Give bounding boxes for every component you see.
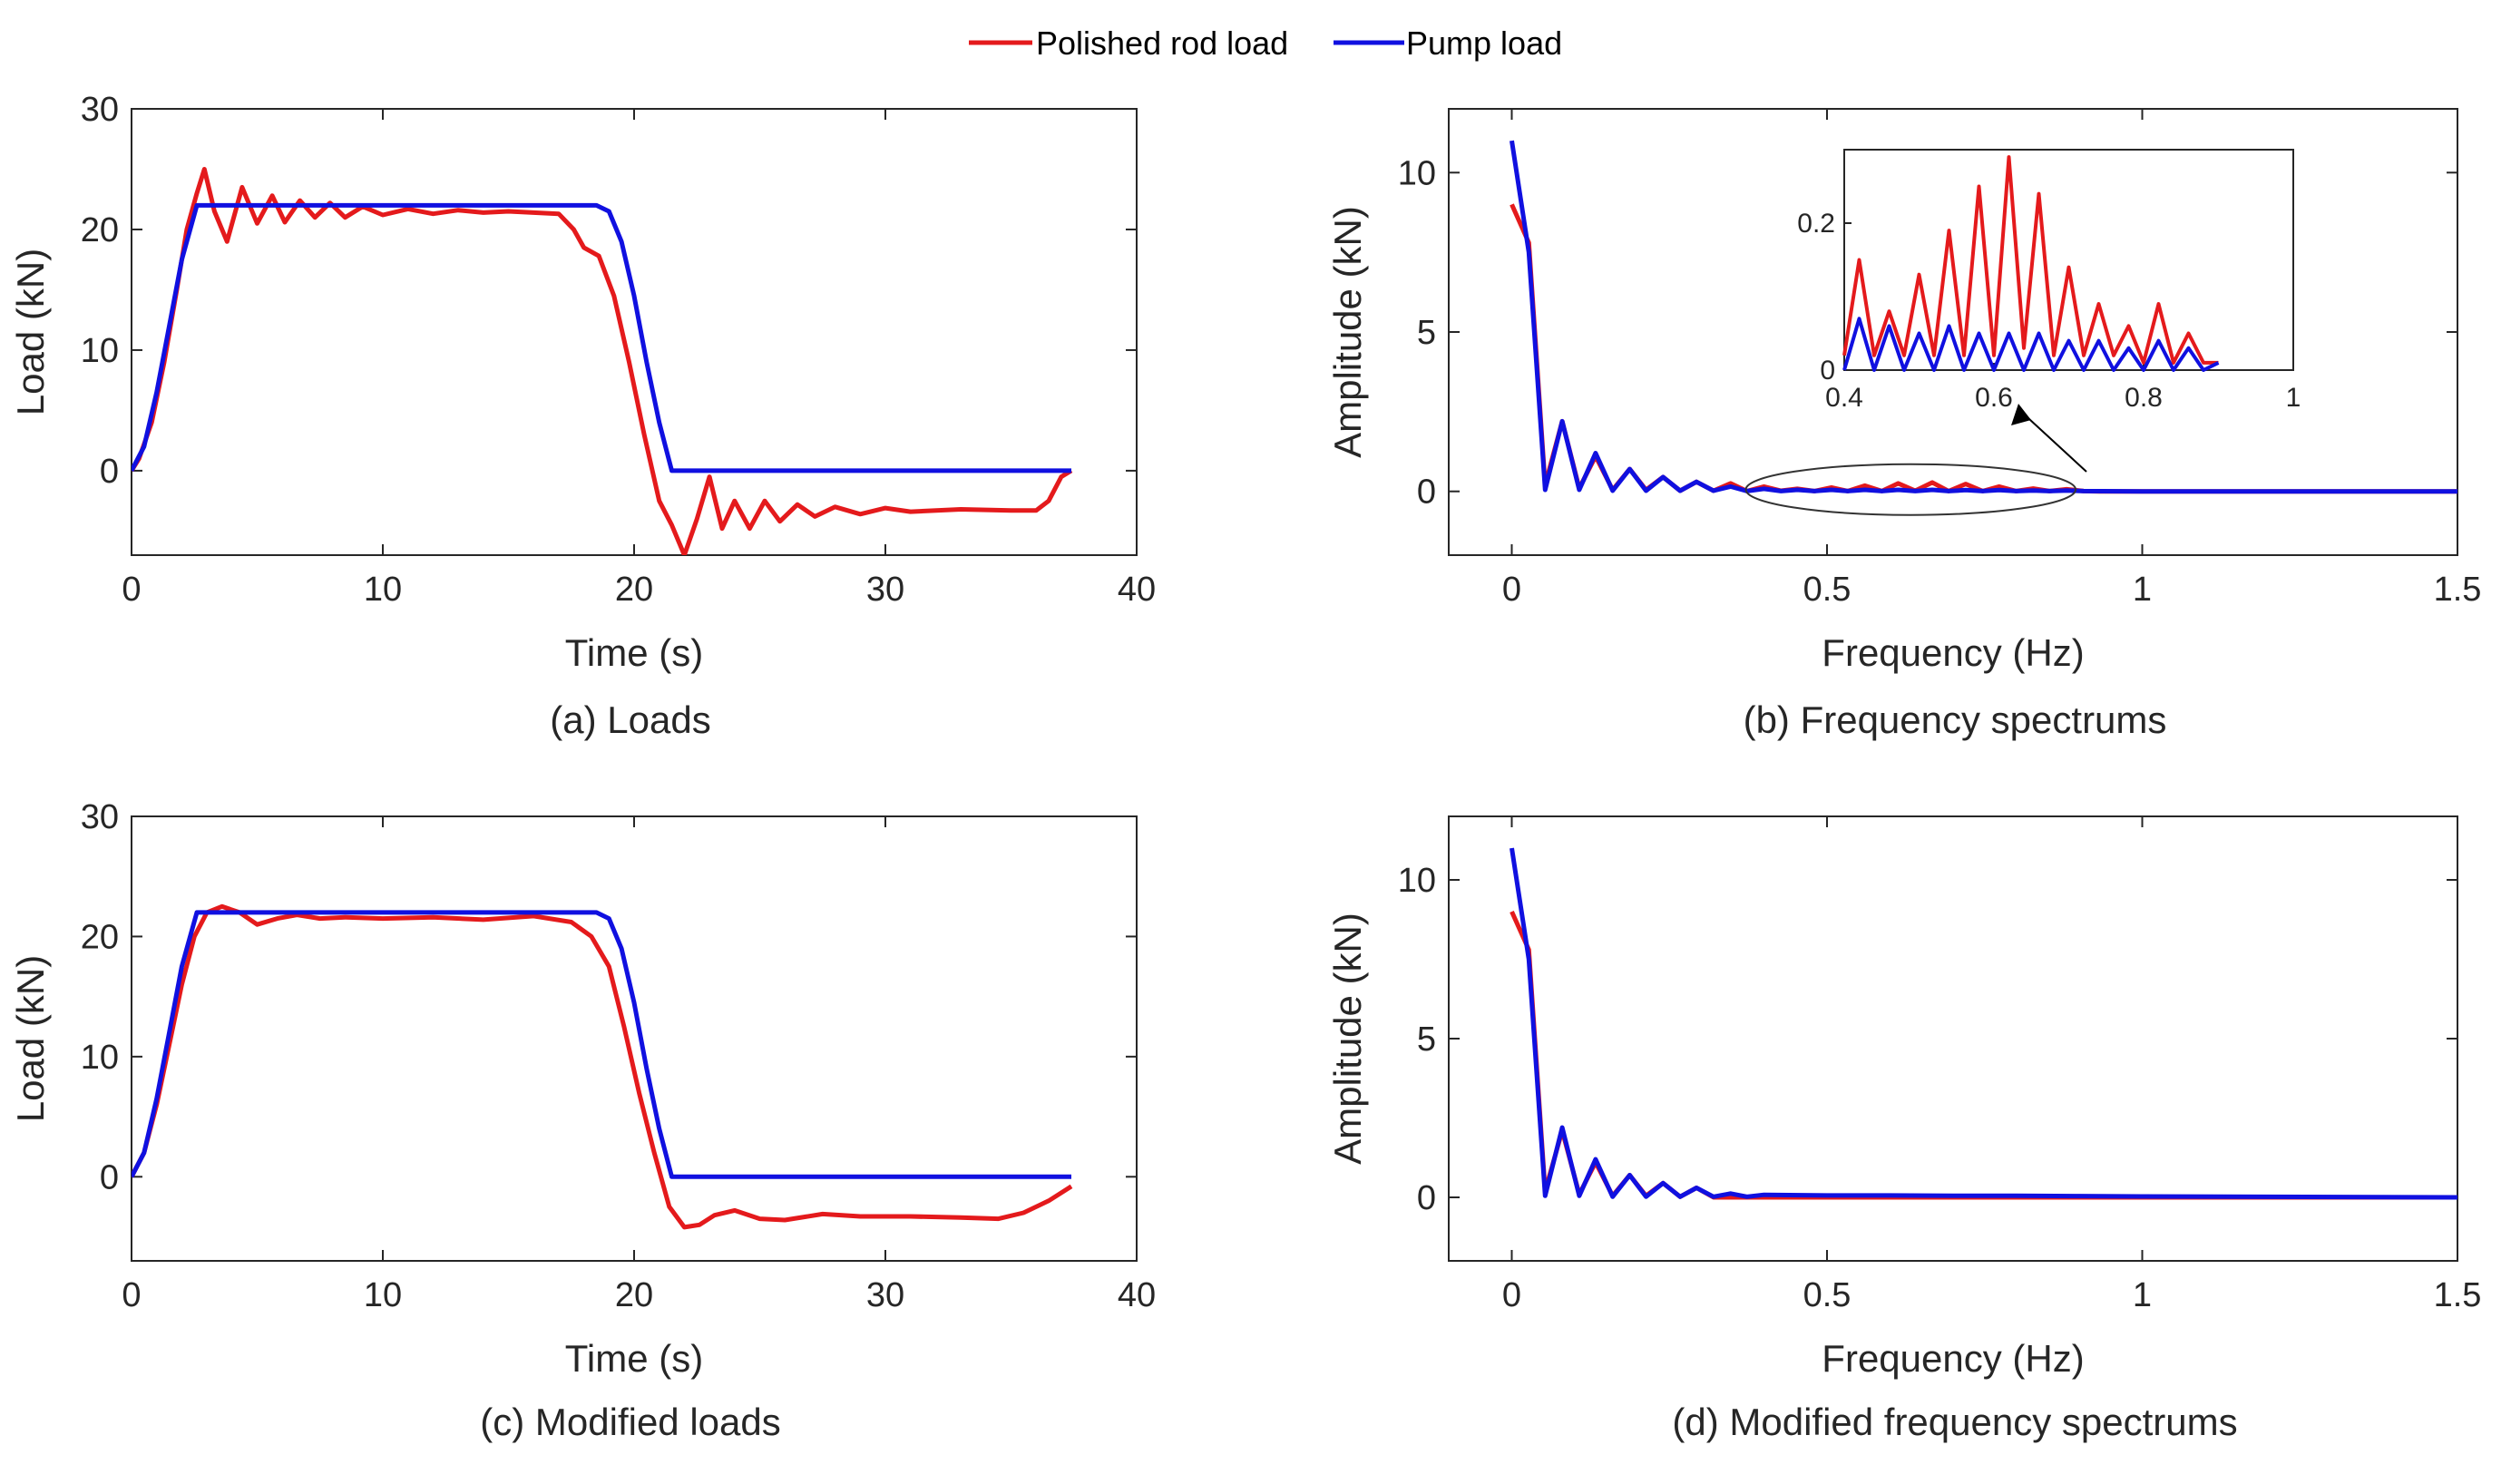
inset-x-tick-label: 1: [2286, 383, 2301, 413]
x-tick-label: 30: [866, 1276, 904, 1314]
inset-y-tick-label: 0.2: [1797, 209, 1835, 239]
panel-loads: 0 10 20 30 40 0 10 20 30 Time (s) Load (kN) (a) Loa…: [9, 91, 1156, 741]
x-axis-label: Frequency (Hz): [1822, 631, 2084, 674]
y-tick-label: 30: [81, 91, 119, 129]
x-tick-label: 0.5: [1803, 1276, 1851, 1314]
panel-caption: (d) Modified frequency spectrums: [1672, 1401, 2237, 1443]
legend: Polished rod load Pump load: [969, 24, 1562, 62]
x-tick-label: 10: [364, 1276, 402, 1314]
y-tick-label: 0: [1417, 1179, 1436, 1217]
zoom-ellipse: [1744, 463, 2077, 516]
y-axis-label: Amplitude (kN): [1326, 913, 1369, 1165]
x-tick-label: 0: [1502, 1276, 1521, 1314]
inset-y-tick-label: 0: [1820, 356, 1835, 386]
x-tick-label: 10: [364, 571, 402, 609]
panel-caption: (b) Frequency spectrums: [1744, 698, 2167, 741]
y-tick-label: 0: [100, 453, 119, 491]
axes-frame: [1448, 815, 2458, 1262]
axes-frame: [131, 108, 1138, 556]
x-tick-label: 1: [2133, 1276, 2152, 1314]
x-tick-label: 0.5: [1803, 571, 1851, 609]
panel-caption: (a) Loads: [550, 698, 710, 741]
x-axis-label: Time (s): [565, 631, 703, 674]
legend-label-pump: Pump load: [1406, 24, 1562, 62]
y-tick-label: 0: [100, 1158, 119, 1196]
series-line-polished: [132, 167, 1073, 555]
x-tick-label: 30: [866, 571, 904, 609]
series-line-pump: [1510, 140, 2457, 494]
y-tick-label: 10: [1398, 154, 1436, 192]
axes-frame: [131, 815, 1138, 1262]
series-line-pump: [132, 910, 1071, 1179]
x-tick-label: 0: [122, 1276, 141, 1314]
x-tick-label: 40: [1118, 1276, 1156, 1314]
x-tick-label: 1.5: [2434, 1276, 2482, 1314]
y-tick-label: 10: [81, 332, 119, 370]
inset-x-tick-label: 0.4: [1825, 383, 1863, 413]
y-tick-label: 5: [1417, 1020, 1436, 1059]
y-tick-label: 20: [81, 211, 119, 249]
y-tick-label: 10: [81, 1039, 119, 1077]
y-tick-label: 10: [1398, 862, 1436, 900]
y-axis-label: Load (kN): [9, 955, 52, 1122]
y-tick-label: 0: [1417, 474, 1436, 512]
x-axis-label: Frequency (Hz): [1822, 1337, 2084, 1380]
y-axis-label: Amplitude (kN): [1326, 206, 1369, 458]
panel-modified-loads: 0 10 20 30 40 0 10 20 30 Time (s) Load (kN) (c) Mod…: [9, 798, 1156, 1443]
legend-label-polished: Polished rod load: [1036, 24, 1288, 62]
y-axis-label: Load (kN): [9, 249, 52, 415]
inset-series-line-pump: [1842, 317, 2220, 372]
panel-modified-frequency-spectrums: 0 0.5 1 1.5 0 5 10 Frequency (Hz) Amplitude (kN)…: [1326, 815, 2482, 1443]
inset-series-line-polished: [1842, 155, 2219, 365]
series-line-pump: [1510, 847, 2457, 1200]
panel-caption: (c) Modified loads: [480, 1401, 780, 1443]
inset-x-tick-label: 0.6: [1975, 383, 2013, 413]
x-tick-label: 1.5: [2434, 571, 2482, 609]
x-tick-label: 20: [615, 571, 653, 609]
inset-x-tick-label: 0.8: [2125, 383, 2163, 413]
x-tick-label: 0: [122, 571, 141, 609]
y-tick-label: 20: [81, 918, 119, 956]
x-tick-label: 40: [1118, 571, 1156, 609]
x-tick-label: 1: [2133, 571, 2152, 609]
inset: 0.4 0.6 0.8 1 0 0.2: [1744, 149, 2301, 516]
x-axis-label: Time (s): [565, 1337, 703, 1380]
y-tick-label: 30: [81, 798, 119, 836]
inset-frame: [1843, 149, 2294, 371]
y-tick-label: 5: [1417, 314, 1436, 352]
zoom-arrowhead: [2011, 404, 2031, 425]
x-tick-label: 0: [1502, 571, 1521, 609]
x-tick-label: 20: [615, 1276, 653, 1314]
series-line-pump: [132, 202, 1071, 474]
